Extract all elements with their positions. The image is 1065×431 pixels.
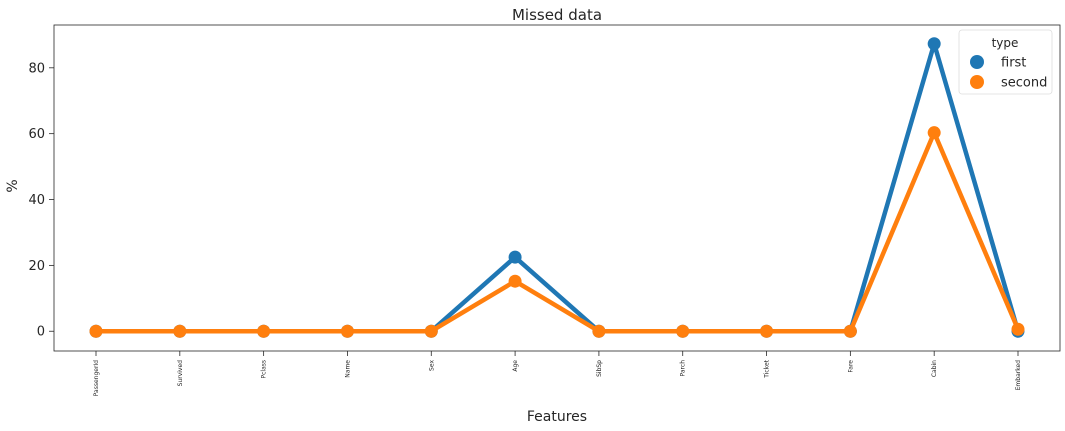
series-first [89,37,1025,338]
y-tick-label: 40 [28,193,45,208]
x-tick-label: SibSp [596,360,603,377]
data-point-second [257,324,271,338]
legend-marker-first [970,55,984,69]
legend: type first second [958,29,1053,95]
x-tick-label: Fare [847,360,854,373]
data-point-first [508,250,522,264]
y-tick-label: 0 [37,325,45,340]
x-tick-label: Name [344,360,351,378]
legend-marker-second [970,75,984,89]
x-axis-label: Features [527,409,587,425]
data-point-second [340,324,354,338]
series-second [89,126,1025,338]
series-line-second [93,130,1021,334]
data-point-second [508,274,522,288]
x-axis: PassengerId Survived Pclass Name Sex Age SibSp… [93,351,1022,396]
series-line-first [93,41,1021,334]
data-point-second [1011,322,1025,336]
x-tick-label: Survived [177,360,184,387]
x-tick-label: Cabin [931,360,938,377]
data-point-second [424,324,438,338]
legend-label-second: second [1001,76,1047,91]
chart-title: Missed data [512,6,602,24]
series-layer [89,37,1025,338]
y-tick-label: 60 [28,127,45,142]
data-point-second [760,324,774,338]
x-tick-label: Parch [680,360,687,377]
legend-title: type [992,36,1019,50]
x-tick-label: Embarked [1015,360,1022,391]
data-point-second [173,324,187,338]
data-point-second [676,324,690,338]
data-point-second [592,324,606,338]
data-point-second [89,324,103,338]
y-tick-label: 20 [28,259,45,274]
x-tick-label: Age [512,360,519,372]
legend-label-first: first [1001,56,1026,71]
y-tick-label: 80 [28,61,45,76]
x-tick-label: Pclass [261,360,268,379]
y-axis: 0 20 40 60 80 [28,61,54,340]
x-tick-label: Ticket [764,359,771,378]
plot-area-frame [53,24,1061,352]
data-point-second [843,324,857,338]
data-point-first [927,37,941,51]
y-axis-label: % [5,179,21,192]
x-tick-label: PassengerId [93,360,100,397]
x-tick-label: Sex [428,360,435,371]
data-point-second [927,126,941,140]
